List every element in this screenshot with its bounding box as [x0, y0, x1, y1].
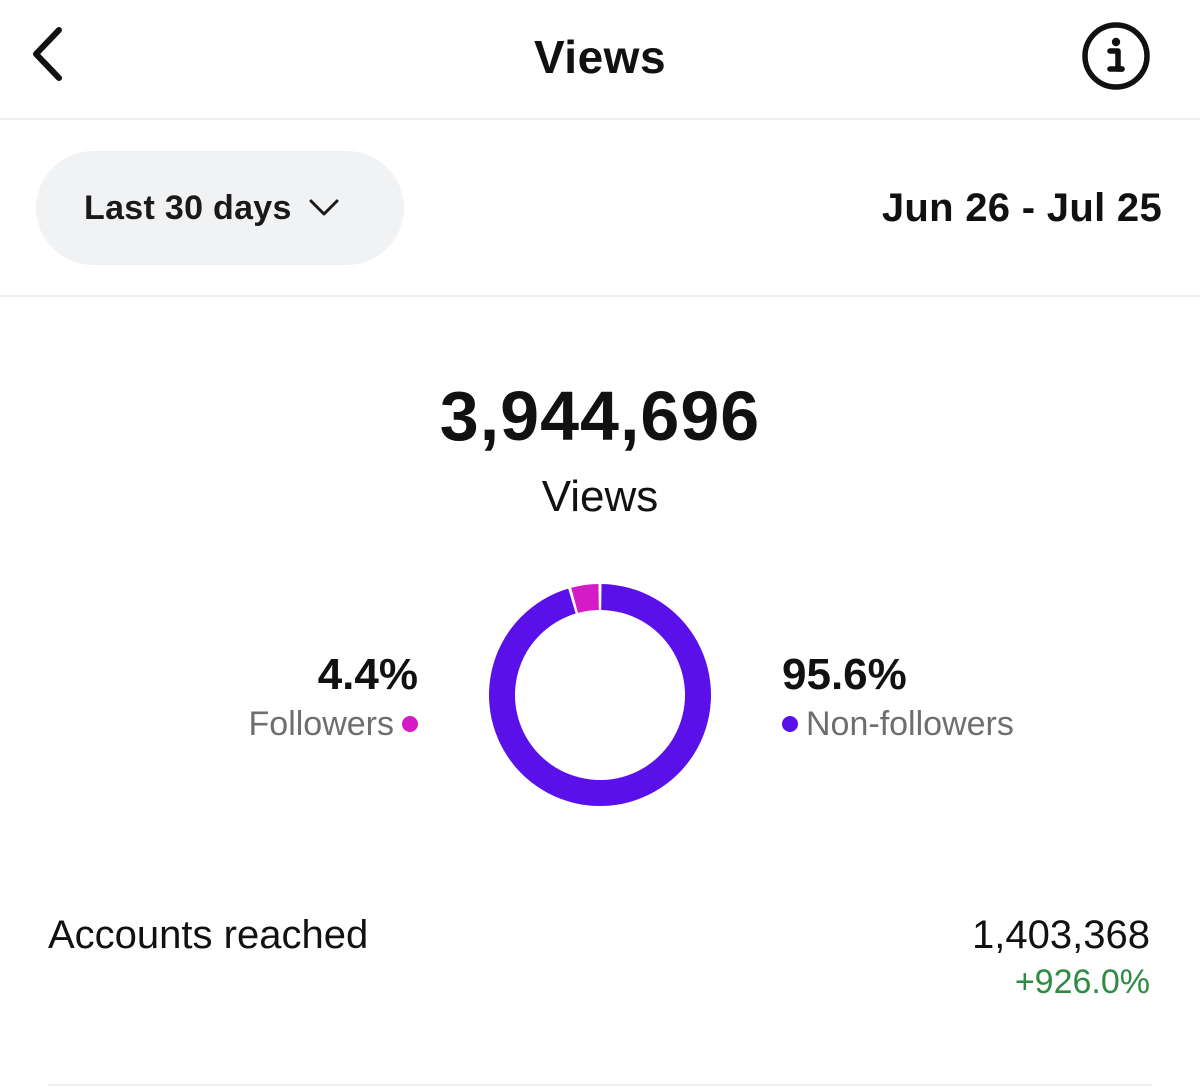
- non-followers-dot: [782, 716, 798, 732]
- header: Views: [0, 0, 1200, 120]
- chevron-down-icon: [308, 198, 340, 218]
- page-title: Views: [533, 31, 667, 83]
- info-button[interactable]: [1080, 20, 1152, 92]
- chevron-left-icon: [33, 27, 62, 81]
- non-followers-percent: 95.6%: [782, 650, 907, 699]
- date-range-dropdown-label: Last 30 days: [84, 188, 292, 227]
- accounts-reached-change: +926.0%: [1014, 963, 1150, 1001]
- total-views-value: 3,944,696: [439, 377, 761, 455]
- accounts-reached-label: Accounts reached: [48, 913, 369, 957]
- legend-followers: 4.4% Followers: [249, 650, 418, 744]
- accounts-reached-value: 1,403,368: [972, 913, 1150, 957]
- info-icon: [1082, 22, 1150, 90]
- date-range-text: Jun 26 - Jul 25: [881, 186, 1162, 230]
- filter-row: Last 30 days Jun 26 - Jul 25: [0, 120, 1200, 297]
- followers-label: Followers: [248, 705, 394, 743]
- non-followers-label: Non-followers: [806, 705, 1014, 743]
- total-views-label: Views: [541, 472, 659, 521]
- divider: [48, 1084, 1152, 1086]
- donut-slice-non-followers: [489, 584, 711, 806]
- followers-percent: 4.4%: [317, 650, 418, 699]
- followers-dot: [402, 716, 418, 732]
- views-donut-chart: [489, 584, 711, 806]
- back-button[interactable]: [22, 22, 72, 86]
- legend-non-followers: 95.6% Non-followers: [782, 650, 1014, 744]
- date-range-dropdown[interactable]: Last 30 days: [36, 151, 404, 265]
- donut-slice-followers: [571, 584, 599, 613]
